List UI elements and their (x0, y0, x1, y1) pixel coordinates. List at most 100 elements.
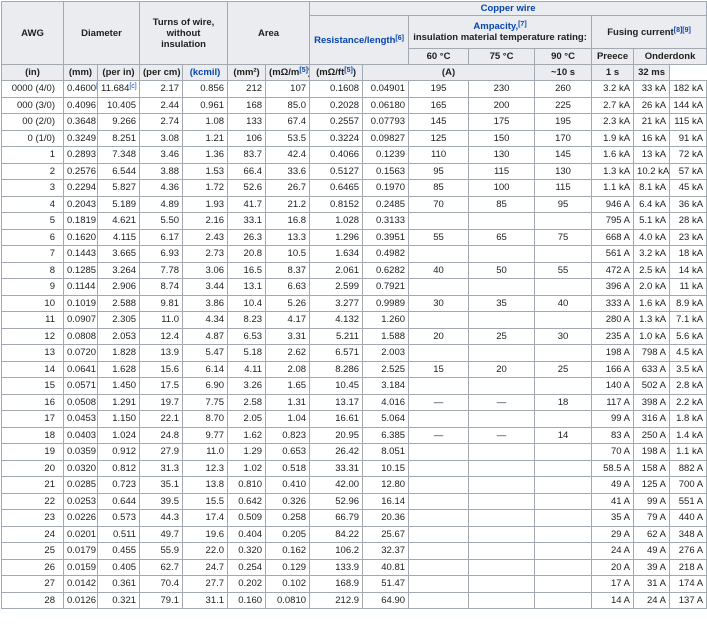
value-cell: 0.455 (96, 542, 141, 560)
value-cell: 1.02 (227, 459, 267, 477)
cell-text: 3.06 (205, 264, 225, 276)
value-cell: 21.2 (265, 195, 311, 213)
cell-text: 6.385 (381, 429, 406, 441)
fusing-cell: 396 A (591, 278, 635, 296)
value-cell: 0.361 (96, 575, 141, 593)
header-text[interactable]: Ampacity, (473, 21, 519, 32)
awg-cell: 3 (1, 179, 64, 197)
cell-text: 4.132 (335, 314, 360, 326)
header-text: insulation material temperature rating: (413, 32, 587, 43)
ampacity-cell: 30 (534, 327, 593, 345)
footnote[interactable]: [8][9] (673, 26, 691, 34)
awg-cell: 0000 (4/0) (1, 80, 64, 98)
footnote[interactable]: [c] (96, 83, 97, 90)
ampacity-cell (468, 492, 536, 510)
cell-text: 1.291 (112, 396, 137, 408)
value-cell: 5.211 (309, 327, 364, 345)
awg-cell: 13 (1, 344, 64, 362)
fusing-cell: 2.8 kA (669, 377, 707, 395)
cell-text: 35.1 (160, 479, 180, 491)
fusing-cell: 4.5 kA (669, 344, 707, 362)
value-cell: 7.78 (139, 261, 184, 279)
ampacity-cell (408, 443, 470, 461)
footnote[interactable]: [6] (395, 34, 404, 42)
footnote[interactable]: [7] (518, 21, 527, 28)
value-cell: 9.266 (96, 113, 141, 131)
cell-text: 11.684 (101, 83, 130, 95)
ampacity-cell (534, 558, 593, 576)
cell-text: 20 (44, 462, 55, 474)
value-cell: 22.0 (182, 542, 229, 560)
ampacity-cell: 75 (534, 228, 593, 246)
ampacity-cell: 230 (468, 80, 536, 98)
value-cell: 19.7 (139, 393, 184, 411)
value-cell: 0.9989 (362, 294, 410, 312)
value-cell: 2.053 (96, 327, 141, 345)
cell-text: 6.571 (335, 347, 360, 359)
unit-text: ) (352, 67, 356, 78)
cell-text: 0.2576 (67, 165, 97, 177)
awg-cell: 5 (1, 212, 64, 230)
value-cell: 4.132 (309, 311, 364, 329)
ampacity-cell: 170 (534, 129, 593, 147)
value-cell: 0.0359 (63, 443, 98, 461)
value-cell: 0.0179 (63, 542, 98, 560)
value-cell: 0.1819 (63, 212, 98, 230)
value-cell: 1.62 (227, 426, 267, 444)
value-cell: 4.89 (139, 195, 184, 213)
cell-text: 33.6 (287, 165, 307, 177)
cell-text: 1.31 (287, 396, 307, 408)
fusing-cell: 182 kA (669, 80, 707, 98)
cell-text: 3.277 (335, 297, 360, 309)
cell-text: 0.0179 (67, 545, 97, 557)
ampacity-cell: 110 (408, 146, 470, 164)
fusing-cell: 24 A (591, 542, 635, 560)
cell-text: 1.150 (112, 413, 137, 425)
cell-text: 5.211 (335, 330, 360, 342)
table-body: 0000 (4/0)0.4600[c]11.684[c]2.170.856212… (1, 80, 707, 609)
value-cell: 0.09827 (362, 129, 410, 147)
fusing-cell: 551 A (669, 492, 707, 510)
footnote[interactable]: [c] (129, 83, 137, 91)
footnote[interactable]: [5] (344, 67, 353, 74)
value-cell: 2.08 (265, 360, 311, 378)
value-cell: 32.37 (362, 542, 410, 560)
ampacity-cell: 145 (534, 146, 593, 164)
cell-text: 5.189 (112, 198, 137, 210)
cell-text: 0.1443 (67, 248, 97, 260)
cell-text: 0.405 (112, 561, 137, 573)
table-header: AWG Diameter Turns of wire, without insu… (1, 1, 707, 81)
fusing-cell: 18 kA (669, 245, 707, 263)
cell-text: 27 (44, 578, 55, 590)
cell-text: 10 (44, 297, 55, 309)
footnote[interactable]: [5] (299, 67, 308, 74)
header-text: Resistance/length (314, 34, 396, 46)
cell-text: 16.61 (335, 413, 360, 425)
ampacity-cell (534, 509, 593, 527)
fusing-cell: 561 A (591, 245, 635, 263)
cell-text: 0.0285 (67, 479, 97, 491)
value-cell: 5.26 (265, 294, 311, 312)
cell-text: 1.04 (287, 413, 307, 425)
ampacity-cell (408, 542, 470, 560)
fusing-cell: 316 A (633, 410, 671, 428)
cell-text: 4.11 (244, 363, 263, 375)
units-row: (in) (mm) (per in) (per cm) (kcmil) (mm²) (mΩ/… (1, 64, 707, 81)
value-cell: 3.88 (139, 162, 184, 180)
cell-text: 22.0 (205, 545, 225, 557)
fusing-cell: 31 A (633, 575, 671, 593)
value-cell: 62.7 (139, 558, 184, 576)
cell-text: 0.3951 (375, 231, 406, 243)
awg-cell: 28 (1, 591, 64, 609)
value-cell: 33.1 (227, 212, 267, 230)
ampacity-cell (534, 575, 593, 593)
cell-text: 8.251 (112, 132, 137, 144)
cell-text: 0.8152 (329, 198, 360, 210)
value-cell: 6.544 (96, 162, 141, 180)
cell-text: 0.4096 (67, 99, 97, 111)
ampacity-cell (408, 245, 470, 263)
cell-text: 8.23 (243, 314, 263, 326)
value-cell: 4.115 (96, 228, 141, 246)
cell-text: 0.2485 (375, 198, 406, 210)
